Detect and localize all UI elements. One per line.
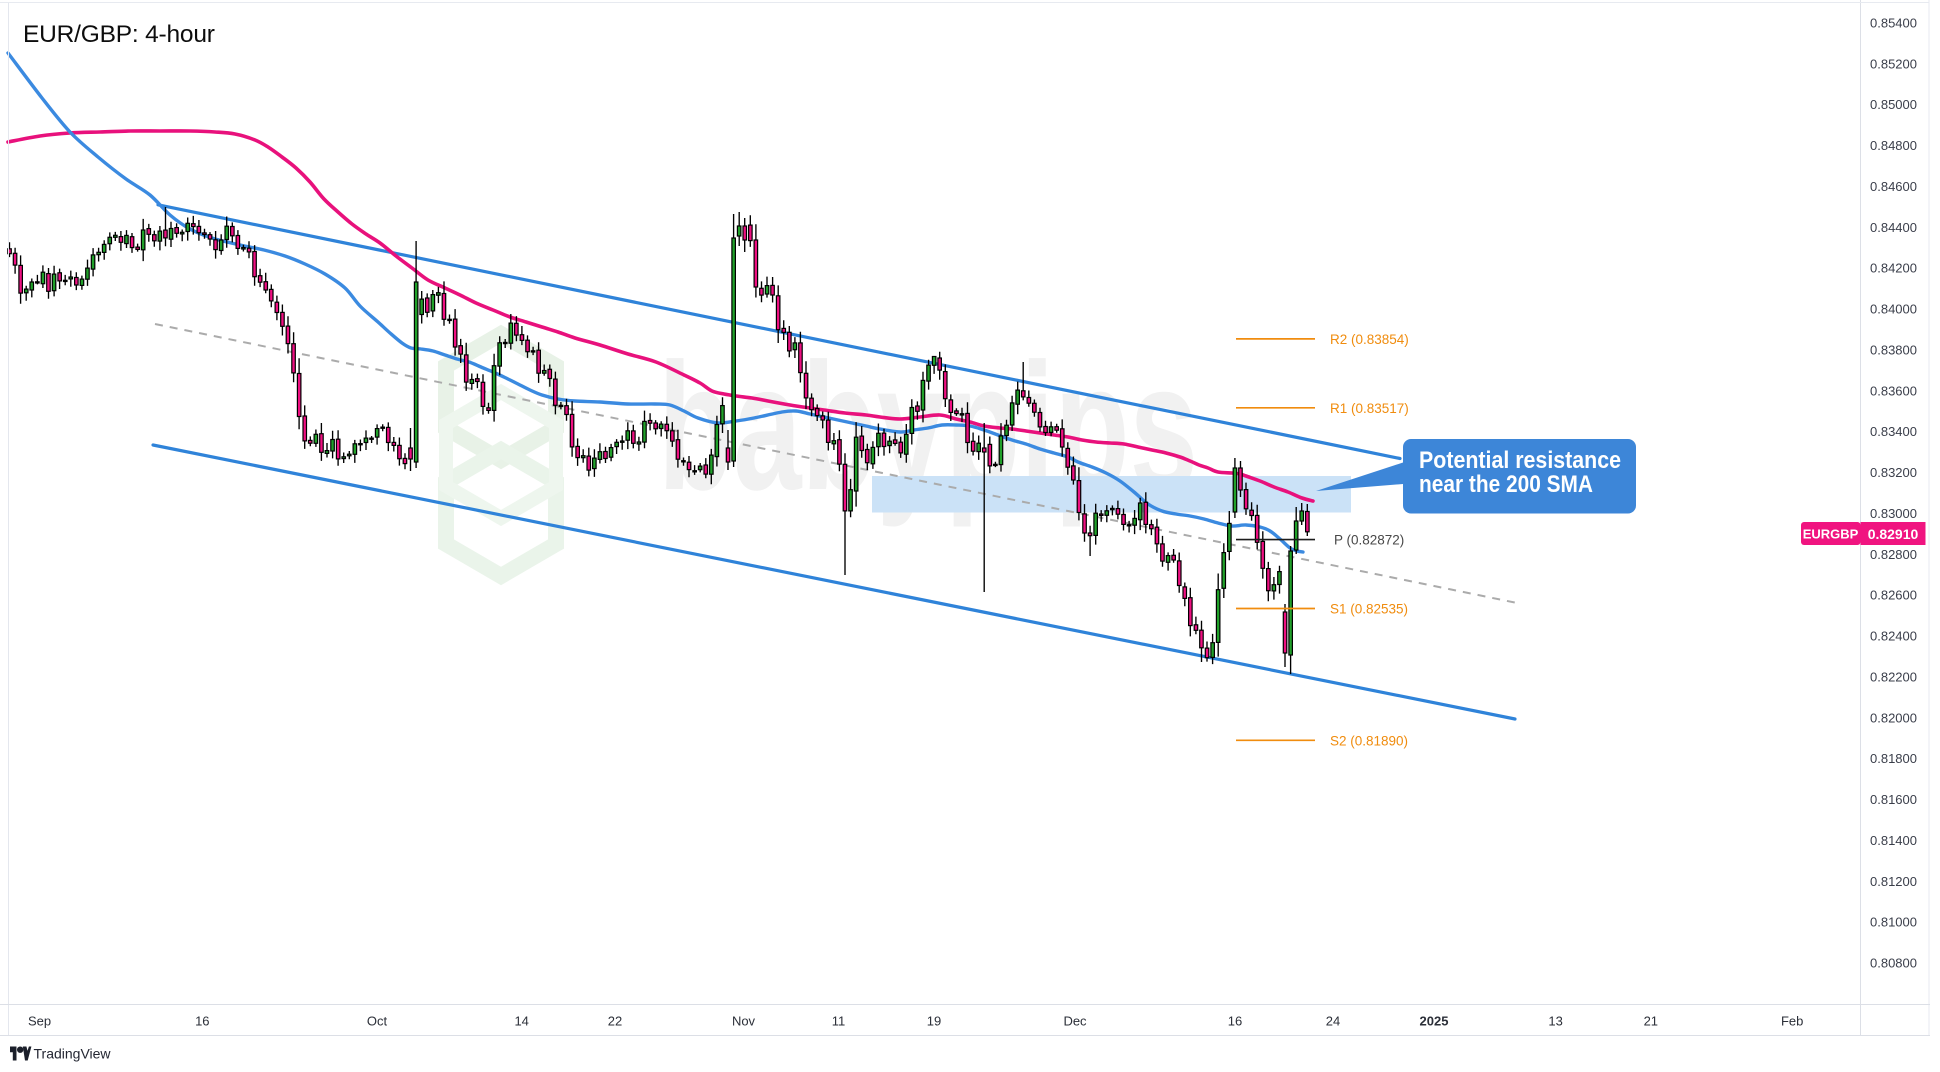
svg-text:EURGBP: EURGBP: [1803, 527, 1859, 542]
svg-text:14: 14: [514, 1014, 528, 1029]
svg-text:2025: 2025: [1420, 1014, 1449, 1029]
svg-text:0.82800: 0.82800: [1870, 547, 1917, 562]
svg-text:R2 (0.83854): R2 (0.83854): [1330, 332, 1409, 347]
svg-text:0.82400: 0.82400: [1870, 629, 1917, 644]
svg-text:0.81000: 0.81000: [1870, 915, 1917, 930]
svg-text:Nov: Nov: [732, 1014, 756, 1029]
svg-text:Dec: Dec: [1063, 1014, 1087, 1029]
svg-text:S2 (0.81890): S2 (0.81890): [1330, 733, 1408, 748]
svg-text:0.85200: 0.85200: [1870, 56, 1917, 71]
svg-text:0.83400: 0.83400: [1870, 424, 1917, 439]
svg-text:0.84200: 0.84200: [1870, 261, 1917, 276]
svg-text:0.85000: 0.85000: [1870, 97, 1917, 112]
svg-text:22: 22: [608, 1014, 622, 1029]
svg-text:EUR/GBP: 4-hour: EUR/GBP: 4-hour: [23, 21, 215, 48]
svg-text:R1 (0.83517): R1 (0.83517): [1330, 401, 1409, 416]
svg-text:Oct: Oct: [367, 1014, 388, 1029]
svg-text:0.84400: 0.84400: [1870, 220, 1917, 235]
svg-text:near the 200 SMA: near the 200 SMA: [1419, 471, 1593, 498]
svg-text:Feb: Feb: [1781, 1014, 1803, 1029]
svg-text:0.80800: 0.80800: [1870, 956, 1917, 971]
svg-text:Sep: Sep: [28, 1014, 51, 1029]
svg-text:0.81600: 0.81600: [1870, 792, 1917, 807]
svg-text:0.85400: 0.85400: [1870, 16, 1917, 31]
svg-text:16: 16: [195, 1014, 209, 1029]
svg-text:21: 21: [1644, 1014, 1658, 1029]
svg-text:24: 24: [1326, 1014, 1340, 1029]
svg-text:0.84800: 0.84800: [1870, 138, 1917, 153]
svg-text:0.83200: 0.83200: [1870, 465, 1917, 480]
svg-text:0.83000: 0.83000: [1870, 506, 1917, 521]
svg-text:0.81400: 0.81400: [1870, 833, 1917, 848]
svg-text:0.82910: 0.82910: [1868, 526, 1919, 542]
svg-text:S1 (0.82535): S1 (0.82535): [1330, 602, 1408, 617]
svg-text:16: 16: [1228, 1014, 1242, 1029]
svg-text:0.84600: 0.84600: [1870, 179, 1917, 194]
svg-text:0.81800: 0.81800: [1870, 751, 1917, 766]
svg-text:0.82200: 0.82200: [1870, 669, 1917, 684]
svg-text:0.82600: 0.82600: [1870, 588, 1917, 603]
svg-text:11: 11: [832, 1014, 846, 1029]
svg-text:0.81200: 0.81200: [1870, 874, 1917, 889]
svg-text:0.83800: 0.83800: [1870, 343, 1917, 358]
svg-text:TradingView: TradingView: [34, 1046, 112, 1062]
svg-text:0.84000: 0.84000: [1870, 302, 1917, 317]
svg-text:0.82000: 0.82000: [1870, 710, 1917, 725]
svg-text:Potential resistance: Potential resistance: [1419, 447, 1621, 474]
svg-text:13: 13: [1548, 1014, 1562, 1029]
svg-text:19: 19: [927, 1014, 941, 1029]
svg-text:P (0.82872): P (0.82872): [1334, 533, 1404, 548]
svg-text:0.83600: 0.83600: [1870, 383, 1917, 398]
